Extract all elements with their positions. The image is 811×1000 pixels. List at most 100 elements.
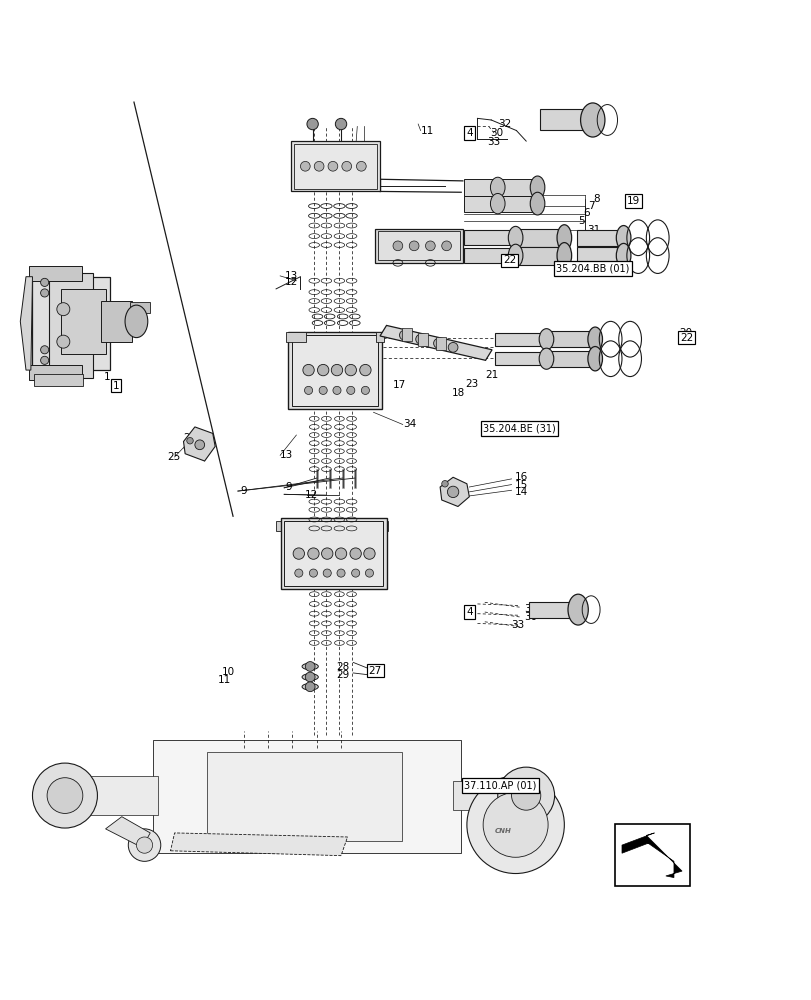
- Text: 22: 22: [680, 333, 693, 343]
- Bar: [294, 144, 376, 189]
- Text: 32: 32: [498, 119, 511, 129]
- Bar: [418, 333, 427, 346]
- Circle shape: [497, 767, 554, 824]
- Text: 18: 18: [451, 388, 464, 398]
- Ellipse shape: [567, 594, 587, 625]
- Text: 10: 10: [221, 667, 234, 677]
- Bar: [375, 229, 462, 263]
- Text: 19: 19: [626, 196, 639, 206]
- Bar: [539, 109, 588, 130]
- Text: 3: 3: [363, 156, 370, 166]
- Circle shape: [314, 161, 324, 171]
- Text: 20: 20: [542, 258, 555, 268]
- Text: 8: 8: [592, 194, 599, 204]
- Text: 1: 1: [104, 372, 110, 382]
- Circle shape: [350, 548, 361, 559]
- Circle shape: [41, 356, 49, 364]
- Circle shape: [32, 763, 97, 828]
- Bar: [375, 332, 384, 342]
- Ellipse shape: [302, 674, 318, 680]
- Circle shape: [305, 682, 315, 692]
- Bar: [401, 328, 411, 341]
- Ellipse shape: [616, 226, 630, 250]
- Circle shape: [356, 161, 366, 171]
- Circle shape: [363, 548, 375, 559]
- Ellipse shape: [539, 329, 553, 350]
- Text: 4: 4: [466, 607, 472, 617]
- Bar: [29, 365, 82, 380]
- Ellipse shape: [490, 193, 504, 214]
- Circle shape: [187, 437, 193, 444]
- Text: 28: 28: [336, 662, 349, 672]
- Text: 17: 17: [393, 380, 406, 390]
- Bar: [517, 229, 562, 247]
- Bar: [290, 141, 380, 191]
- Polygon shape: [183, 427, 215, 461]
- Text: 11: 11: [420, 126, 433, 136]
- Ellipse shape: [539, 348, 553, 369]
- Text: 29: 29: [336, 670, 349, 680]
- Text: 13: 13: [280, 450, 293, 460]
- Bar: [436, 337, 445, 350]
- Circle shape: [57, 335, 70, 348]
- Text: 25: 25: [167, 452, 180, 462]
- Bar: [29, 266, 82, 281]
- Text: 32: 32: [523, 604, 536, 614]
- Bar: [499, 179, 535, 196]
- Circle shape: [128, 829, 161, 861]
- Text: 27: 27: [368, 666, 381, 676]
- Text: 20: 20: [678, 328, 691, 338]
- Bar: [276, 521, 296, 531]
- Circle shape: [293, 548, 304, 559]
- Bar: [380, 521, 388, 531]
- Ellipse shape: [556, 243, 571, 269]
- Text: 9: 9: [240, 486, 247, 496]
- Polygon shape: [170, 833, 347, 856]
- Bar: [49, 273, 93, 378]
- Circle shape: [307, 118, 318, 130]
- Ellipse shape: [302, 663, 318, 670]
- Circle shape: [359, 364, 371, 376]
- Text: 31: 31: [586, 225, 599, 235]
- Text: 15: 15: [514, 480, 527, 490]
- Circle shape: [41, 289, 49, 297]
- Circle shape: [441, 241, 451, 251]
- Circle shape: [333, 386, 341, 394]
- Ellipse shape: [302, 684, 318, 690]
- Bar: [548, 331, 593, 347]
- Bar: [53, 776, 158, 815]
- Ellipse shape: [530, 192, 544, 215]
- Bar: [130, 302, 150, 313]
- Ellipse shape: [587, 347, 602, 371]
- Text: 23: 23: [465, 379, 478, 389]
- Text: 30: 30: [523, 612, 536, 622]
- Polygon shape: [621, 833, 681, 878]
- Circle shape: [328, 161, 337, 171]
- Circle shape: [483, 792, 547, 857]
- Circle shape: [447, 486, 458, 498]
- Bar: [464, 230, 513, 245]
- Circle shape: [136, 837, 152, 853]
- Text: 24: 24: [182, 441, 195, 451]
- Circle shape: [425, 241, 435, 251]
- Ellipse shape: [530, 176, 544, 199]
- Ellipse shape: [399, 330, 409, 340]
- Bar: [152, 740, 461, 853]
- Text: 33: 33: [487, 137, 500, 147]
- Circle shape: [304, 386, 312, 394]
- Circle shape: [41, 278, 49, 286]
- Circle shape: [317, 364, 328, 376]
- Text: 1: 1: [113, 381, 119, 391]
- Ellipse shape: [448, 342, 457, 352]
- Bar: [495, 352, 543, 365]
- Circle shape: [341, 161, 351, 171]
- Circle shape: [335, 118, 346, 130]
- Bar: [207, 752, 401, 841]
- Circle shape: [345, 364, 356, 376]
- Bar: [453, 781, 517, 810]
- Ellipse shape: [587, 327, 602, 351]
- Bar: [281, 518, 386, 589]
- Circle shape: [47, 778, 83, 813]
- Circle shape: [41, 346, 49, 354]
- Text: 12: 12: [305, 490, 318, 500]
